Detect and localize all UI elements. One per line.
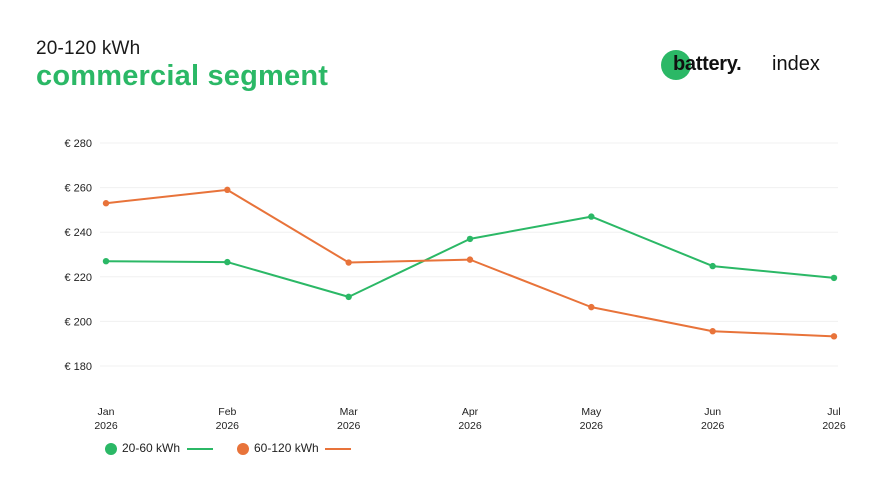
- data-point: [709, 328, 716, 335]
- y-tick-label: € 280: [64, 138, 92, 150]
- x-tick-label-month: Jun: [704, 406, 721, 418]
- x-tick-label-year: 2026: [701, 420, 725, 432]
- data-point: [345, 293, 352, 301]
- data-point: [588, 303, 595, 311]
- y-tick-label: € 220: [64, 272, 92, 284]
- logo-dot-icon: [661, 50, 691, 80]
- legend-dot-icon: [105, 443, 117, 455]
- x-tick-label-year: 2026: [822, 420, 846, 432]
- x-tick-label-month: Feb: [218, 406, 236, 418]
- data-point: [466, 235, 474, 243]
- data-point: [466, 256, 474, 263]
- data-point: [830, 274, 838, 282]
- x-tick-label-year: 2026: [458, 420, 482, 432]
- x-tick-label-year: 2026: [216, 420, 240, 432]
- legend-dot-icon: [237, 443, 249, 455]
- y-tick-label: € 260: [64, 183, 92, 195]
- data-point: [588, 213, 595, 220]
- series-line-2: [105, 188, 835, 338]
- y-tick-label: € 240: [64, 227, 92, 239]
- data-point: [709, 262, 716, 270]
- y-tick-label: € 200: [64, 316, 92, 328]
- legend-label: 20-60 kWh: [122, 441, 181, 455]
- chart-subtitle: 20-120 kWh: [36, 38, 141, 59]
- legend-line-icon: [187, 448, 213, 450]
- data-point: [102, 200, 110, 207]
- data-point: [224, 186, 231, 194]
- chart-title: commercial segment: [36, 60, 329, 92]
- logo-suffix: index: [772, 53, 820, 75]
- data-point: [345, 259, 352, 266]
- x-tick-label-month: Apr: [462, 406, 479, 418]
- x-tick-label-month: Jan: [98, 406, 115, 418]
- data-point: [102, 257, 110, 265]
- data-point: [224, 258, 231, 266]
- x-tick-label-month: Mar: [340, 406, 359, 418]
- logo-word: battery.: [673, 53, 742, 75]
- data-point: [830, 333, 838, 340]
- legend-line-icon: [325, 448, 351, 450]
- legend-label: 60-120 kWh: [254, 441, 319, 455]
- x-tick-label-year: 2026: [337, 420, 361, 432]
- x-tick-label-year: 2026: [580, 420, 604, 432]
- x-tick-label-month: Jul: [827, 406, 840, 418]
- y-tick-label: € 180: [64, 361, 92, 373]
- x-tick-label-year: 2026: [94, 420, 118, 432]
- x-tick-label-month: May: [581, 406, 602, 418]
- battery-index-logo: battery. index: [661, 50, 841, 82]
